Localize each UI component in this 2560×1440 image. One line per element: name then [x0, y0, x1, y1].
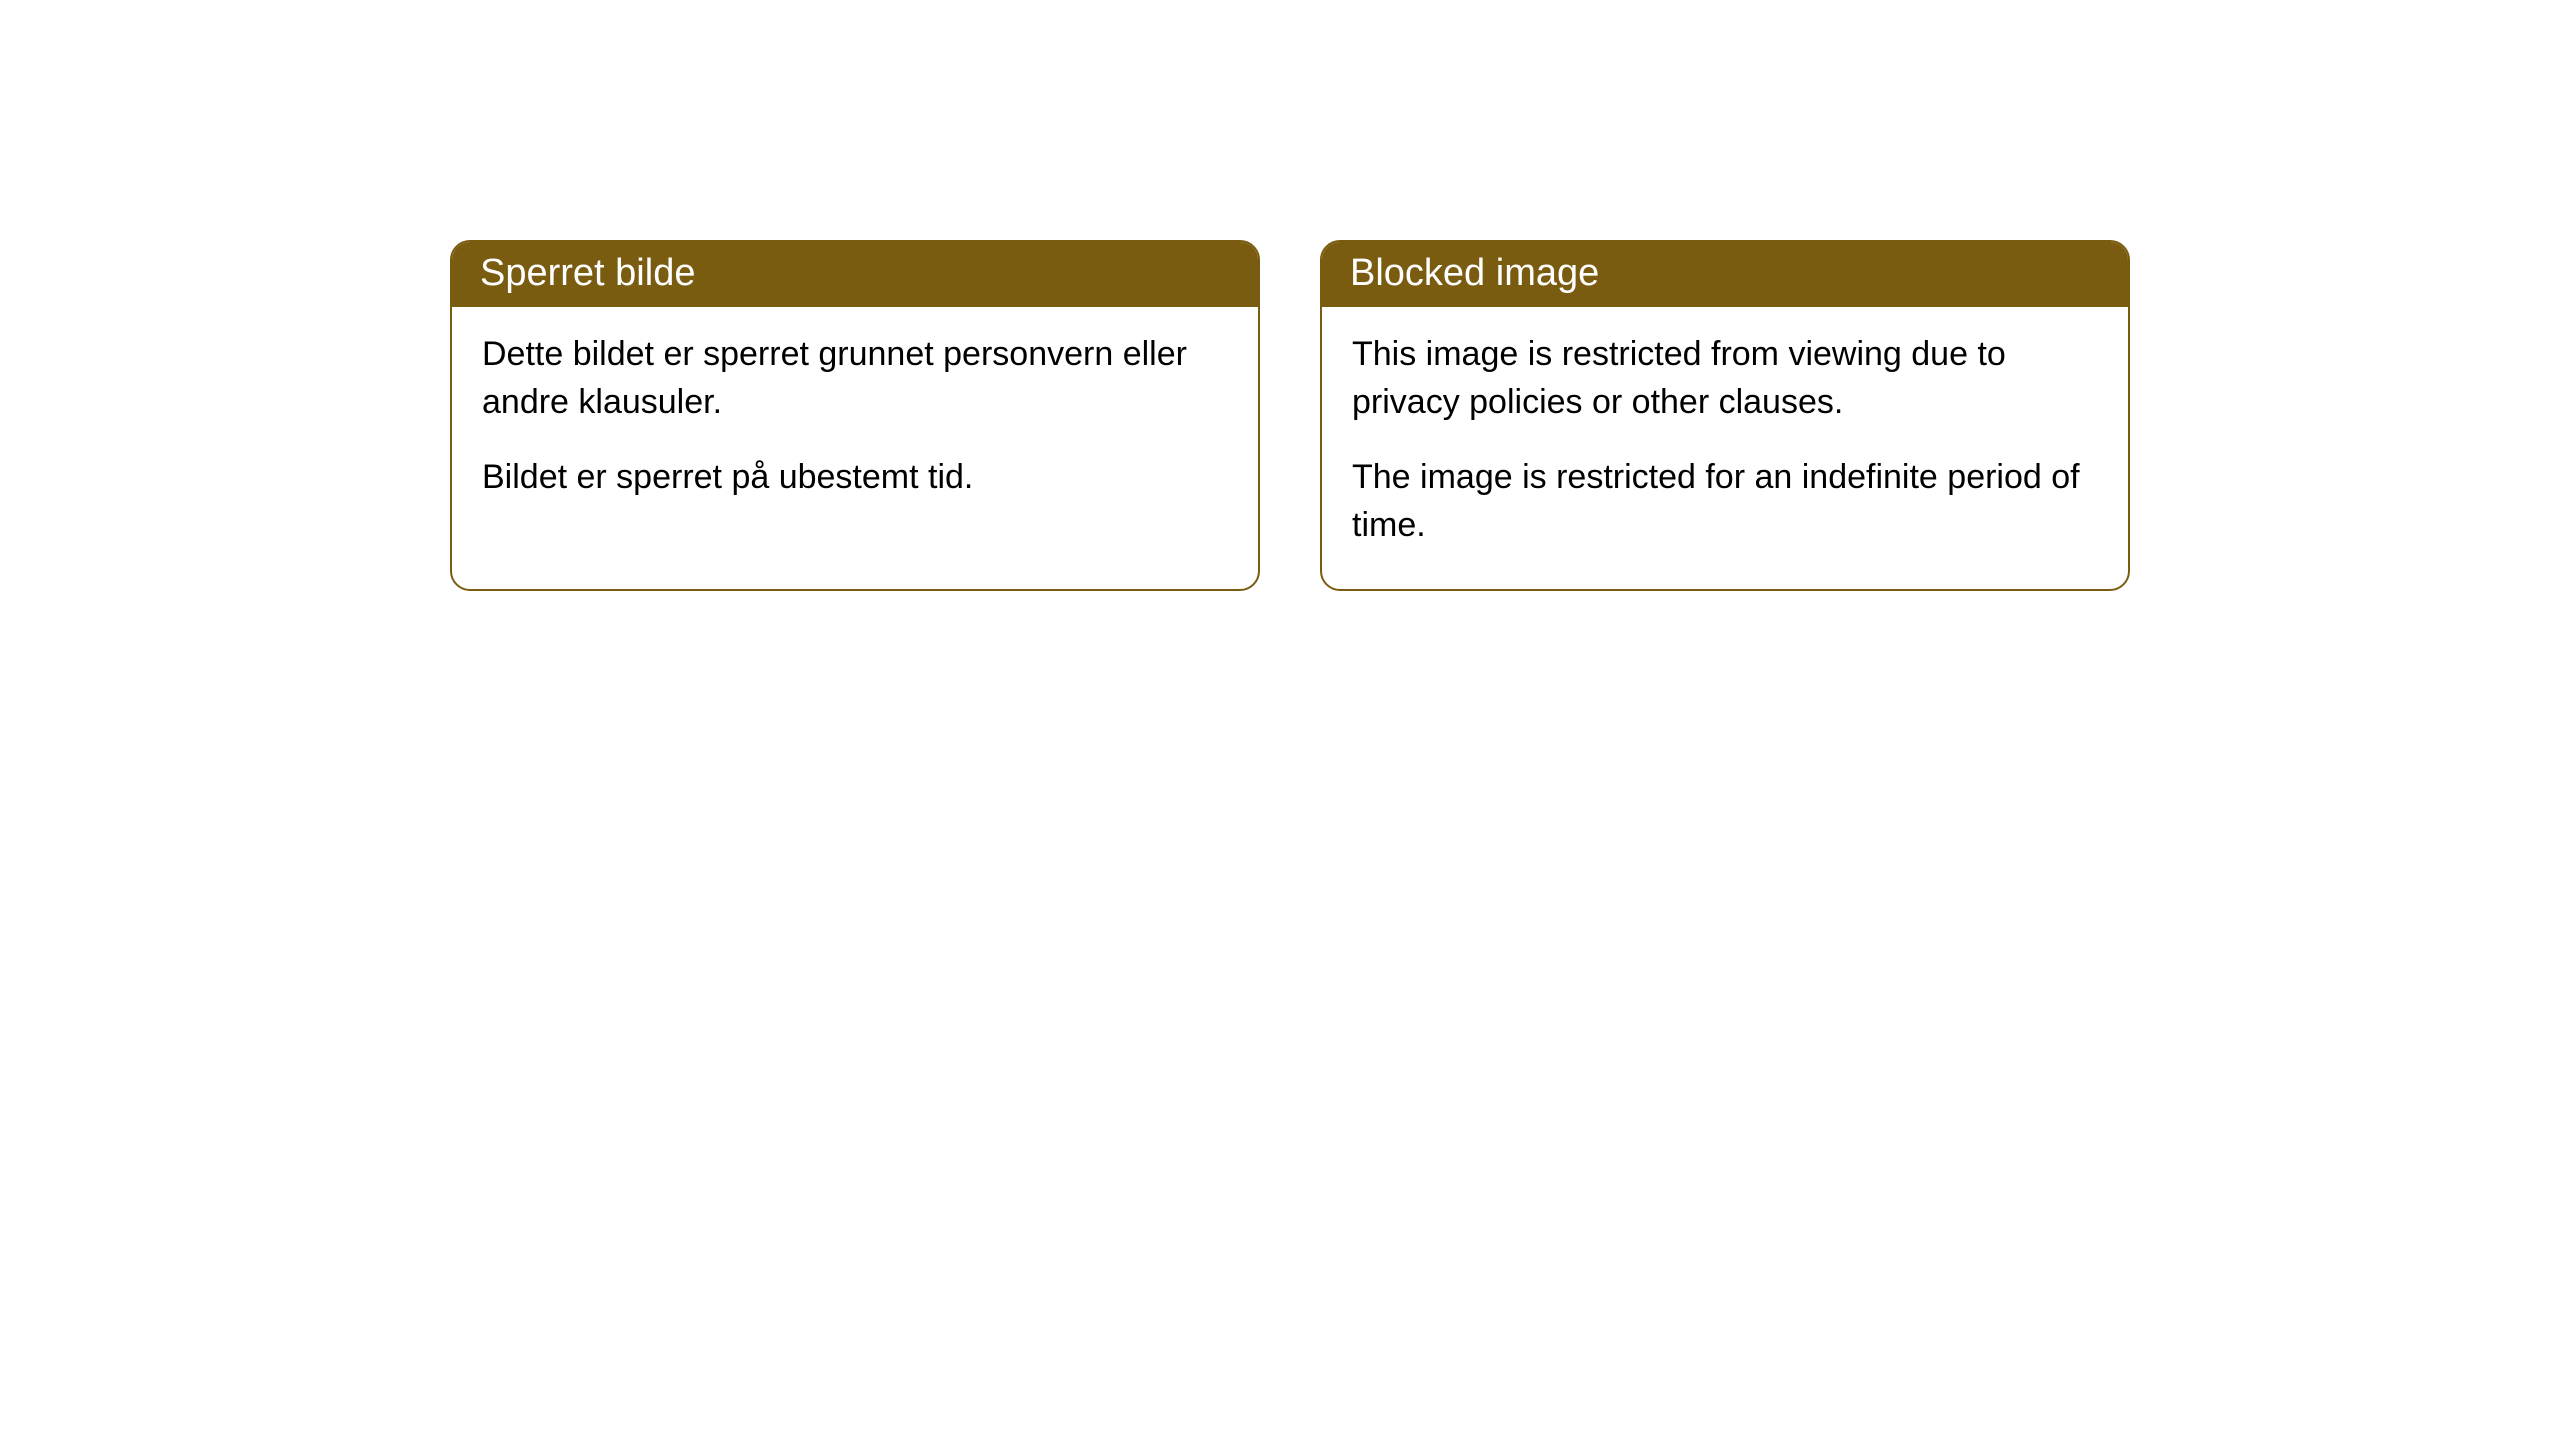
card-paragraph: This image is restricted from viewing du… [1352, 331, 2098, 426]
blocked-image-card-english: Blocked image This image is restricted f… [1320, 240, 2130, 591]
card-paragraph: The image is restricted for an indefinit… [1352, 454, 2098, 549]
card-paragraph: Dette bildet er sperret grunnet personve… [482, 331, 1228, 426]
card-body: This image is restricted from viewing du… [1322, 307, 2128, 589]
card-header: Blocked image [1322, 242, 2128, 307]
card-title: Sperret bilde [480, 252, 695, 294]
blocked-image-card-norwegian: Sperret bilde Dette bildet er sperret gr… [450, 240, 1260, 591]
notice-container: Sperret bilde Dette bildet er sperret gr… [0, 0, 2560, 591]
card-paragraph: Bildet er sperret på ubestemt tid. [482, 454, 1228, 502]
card-body: Dette bildet er sperret grunnet personve… [452, 307, 1258, 542]
card-header: Sperret bilde [452, 242, 1258, 307]
card-title: Blocked image [1350, 252, 1599, 294]
